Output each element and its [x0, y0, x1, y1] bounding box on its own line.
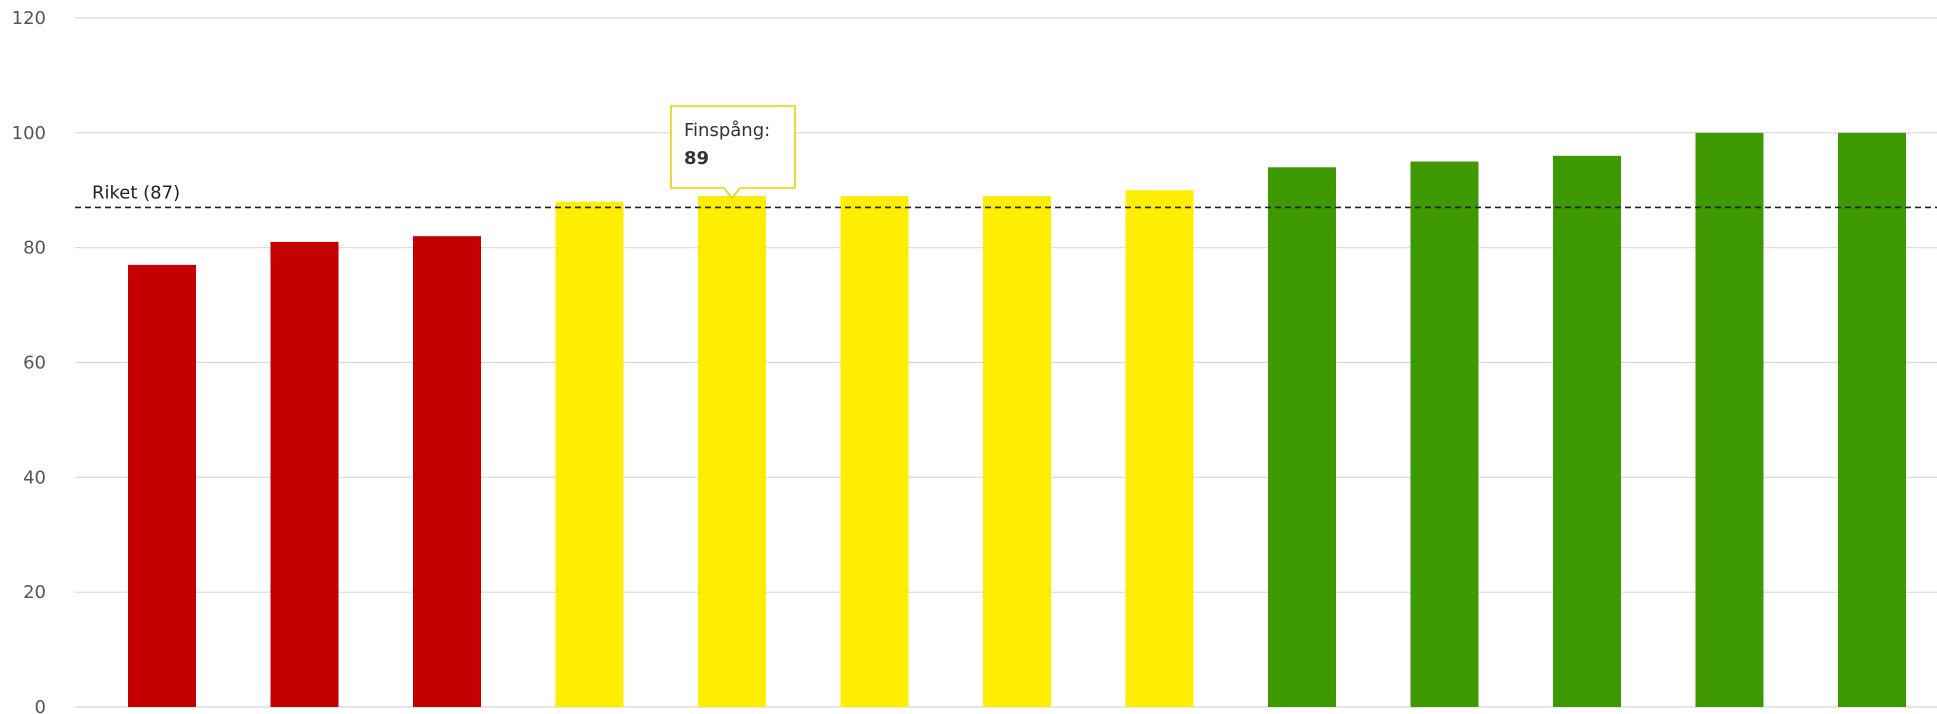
bar[interactable]	[1125, 190, 1194, 707]
bar[interactable]	[413, 236, 481, 707]
bar[interactable]	[840, 195, 909, 707]
y-tick-label: 0	[35, 697, 46, 714]
bar[interactable]	[1695, 132, 1764, 708]
bar[interactable]	[698, 195, 766, 707]
bar[interactable]	[1410, 161, 1479, 707]
bar[interactable]	[1268, 167, 1336, 708]
tooltip-box	[670, 105, 796, 200]
tooltip-value: 89	[684, 148, 709, 169]
y-tick-label: 40	[23, 467, 46, 488]
y-tick-label: 60	[23, 353, 46, 374]
reference-line-group: Riket (87)	[75, 182, 1937, 209]
bar[interactable]	[1838, 132, 1906, 708]
bar[interactable]	[1553, 155, 1621, 708]
bars	[128, 132, 1906, 708]
y-tick-label: 20	[23, 582, 46, 603]
bar[interactable]	[555, 201, 624, 707]
bar[interactable]	[270, 241, 339, 708]
y-tick-label: 100	[12, 123, 46, 144]
y-tick-label: 80	[23, 238, 46, 259]
y-axis-tick-labels: 0 20 40 60 80 100 120	[12, 8, 46, 714]
y-tick-label: 120	[12, 8, 46, 29]
bar[interactable]	[128, 264, 196, 707]
tooltip: Finspång: 89	[670, 105, 796, 200]
reference-line-label: Riket (87)	[92, 182, 180, 203]
tooltip-name: Finspång:	[684, 120, 770, 141]
bar[interactable]	[983, 195, 1051, 707]
